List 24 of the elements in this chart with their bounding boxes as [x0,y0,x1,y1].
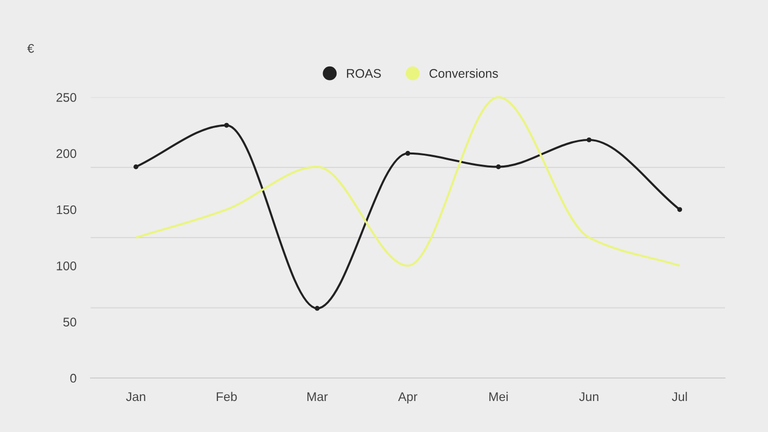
y-tick-label: 100 [56,261,76,270]
point [134,164,138,170]
line-series [134,96,681,267]
y-axis-title: € [27,44,34,53]
point [677,207,682,212]
y-tick-label: 0 [70,374,76,383]
x-tick-label: Mar [307,392,328,402]
x-tick-label: Jul [672,392,687,402]
x-tick-label: Mei [489,392,508,402]
legend-label: Conversions [430,68,498,78]
x-tick-label: Jan [126,392,146,402]
point [314,306,320,311]
y-tick-label: 150 [56,205,76,214]
point [586,137,592,142]
point [405,150,410,156]
x-tick-label: Jun [579,392,598,402]
legend-label: ROAS [347,69,381,78]
y-tick-label: 250 [56,93,76,102]
point [496,164,501,170]
x-tick-label: Apr [398,392,418,404]
y-tick-label: 50 [63,318,76,326]
x-tick-label: Feb [216,392,237,402]
y-tick-label: 200 [56,149,76,158]
point [224,122,229,128]
